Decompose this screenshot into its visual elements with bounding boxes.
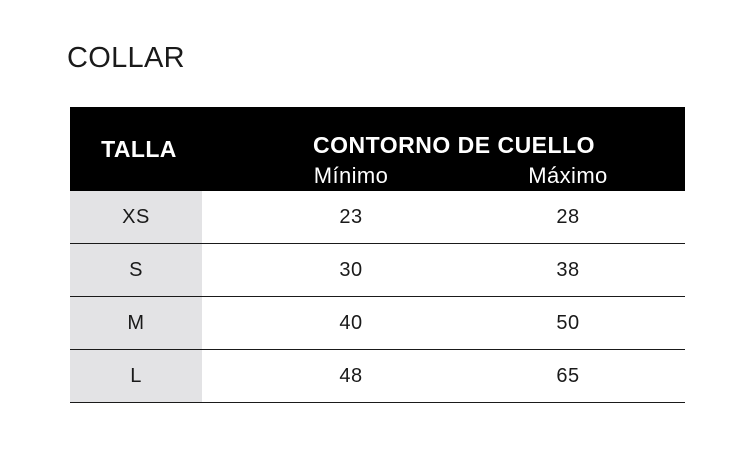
size-cell: S xyxy=(70,244,202,296)
max-cell: 38 xyxy=(556,258,580,281)
size-table: TALLA CONTORNO DE CUELLO Mínimo Máximo X… xyxy=(70,107,685,403)
min-cell: 40 xyxy=(339,311,363,334)
table-row: S 30 38 xyxy=(70,244,685,297)
header-neck-circumference: CONTORNO DE CUELLO xyxy=(312,132,596,158)
header-size: TALLA xyxy=(101,136,177,162)
size-cell: M xyxy=(70,297,202,349)
header-maximum: Máximo xyxy=(528,163,608,188)
table-row: M 40 50 xyxy=(70,297,685,350)
table-header: TALLA CONTORNO DE CUELLO Mínimo Máximo xyxy=(70,107,685,191)
max-cell: 50 xyxy=(556,311,580,334)
table-row: L 48 65 xyxy=(70,350,685,403)
max-cell: 28 xyxy=(556,205,580,228)
size-cell: L xyxy=(70,350,202,402)
max-cell: 65 xyxy=(556,364,580,387)
page-title: COLLAR xyxy=(67,42,185,74)
min-cell: 48 xyxy=(339,364,363,387)
table-row: XS 23 28 xyxy=(70,191,685,244)
size-cell: XS xyxy=(70,191,202,243)
min-cell: 23 xyxy=(339,205,363,228)
header-minimum: Mínimo xyxy=(313,163,389,188)
min-cell: 30 xyxy=(339,258,363,281)
